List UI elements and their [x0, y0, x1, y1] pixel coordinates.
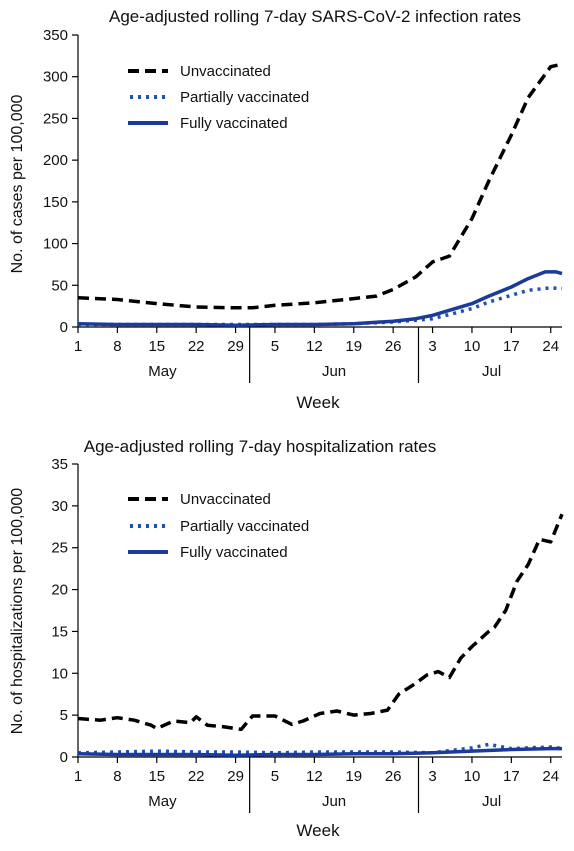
hospitalization-rates-chart: Age-adjusted rolling 7-day hospitalizati… [9, 437, 564, 840]
x-tick-label: 29 [227, 768, 244, 785]
legend: Unvaccinated Partially vaccinated Fully … [128, 63, 309, 132]
x-tick-label: 24 [542, 338, 559, 355]
x-axis-label: Week [296, 393, 340, 412]
y-axis-label: No. of hospitalizations per 100,000 [9, 488, 26, 734]
y-tick-label: 35 [51, 456, 68, 473]
x-tick-label: 17 [503, 768, 520, 785]
legend-label-partially-vaccinated: Partially vaccinated [180, 89, 309, 106]
x-tick-label: 19 [345, 768, 362, 785]
x-tick-label: 19 [345, 338, 362, 355]
hospitalization-rates-chart-panel: Age-adjusted rolling 7-day hospitalizati… [0, 430, 574, 851]
x-tick-label: 26 [385, 338, 402, 355]
x-tick-label: 1 [74, 768, 82, 785]
y-tick-label: 350 [43, 27, 68, 44]
y-tick-label: 50 [51, 277, 68, 294]
series-line-partially-vaccinated [78, 286, 563, 327]
month-label: Jul [482, 793, 501, 810]
y-tick-label: 100 [43, 236, 68, 253]
legend: Unvaccinated Partially vaccinated Fully … [128, 491, 309, 561]
y-tick-label: 30 [51, 498, 68, 515]
y-tick-label: 20 [51, 582, 68, 599]
series-line-unvaccinated [77, 62, 563, 310]
chart-title: Age-adjusted rolling 7-day hospitalizati… [84, 437, 436, 456]
x-tick-label: 3 [428, 768, 436, 785]
legend-label-unvaccinated: Unvaccinated [180, 63, 271, 80]
x-tick-label: 26 [385, 768, 402, 785]
month-label: May [148, 793, 177, 810]
y-tick-label: 0 [60, 319, 68, 336]
x-tick-label: 12 [306, 768, 323, 785]
y-tick-label: 300 [43, 69, 68, 86]
x-tick-label: 15 [148, 768, 165, 785]
x-tick-label: 12 [306, 338, 323, 355]
legend-label-fully-vaccinated: Fully vaccinated [180, 544, 288, 561]
series-line-fully-vaccinated [77, 270, 563, 328]
x-tick-label: 10 [464, 768, 481, 785]
x-tick-label: 22 [188, 338, 205, 355]
x-tick-label: 5 [271, 338, 279, 355]
month-label: Jul [482, 363, 501, 380]
y-tick-label: 15 [51, 623, 68, 640]
y-axis-label: No. of cases per 100,000 [9, 95, 26, 274]
x-tick-label: 1 [74, 338, 82, 355]
x-tick-label: 8 [113, 338, 121, 355]
y-tick-label: 0 [60, 749, 68, 766]
month-label: Jun [322, 363, 346, 380]
y-tick-label: 5 [60, 707, 68, 724]
series-line-fully-vaccinated [77, 746, 562, 758]
chart-title: Age-adjusted rolling 7-day SARS-CoV-2 in… [109, 7, 521, 26]
x-tick-label: 22 [188, 768, 205, 785]
x-tick-label: 29 [227, 338, 244, 355]
month-label: Jun [322, 793, 346, 810]
x-tick-label: 3 [428, 338, 436, 355]
x-tick-label: 10 [464, 338, 481, 355]
y-tick-label: 10 [51, 665, 68, 682]
month-label: May [148, 363, 177, 380]
infection-rates-chart: Age-adjusted rolling 7-day SARS-CoV-2 in… [9, 7, 563, 412]
legend-label-partially-vaccinated: Partially vaccinated [180, 518, 309, 535]
legend-label-fully-vaccinated: Fully vaccinated [180, 115, 288, 132]
x-tick-label: 15 [148, 338, 165, 355]
x-tick-label: 24 [542, 768, 559, 785]
x-tick-label: 8 [113, 768, 121, 785]
x-tick-label: 17 [503, 338, 520, 355]
y-tick-label: 150 [43, 194, 68, 211]
y-tick-label: 250 [43, 110, 68, 127]
series-line-unvaccinated [77, 513, 564, 732]
y-tick-label: 200 [43, 152, 68, 169]
y-tick-label: 25 [51, 540, 68, 557]
x-tick-label: 5 [271, 768, 279, 785]
infection-rates-chart-panel: Age-adjusted rolling 7-day SARS-CoV-2 in… [0, 0, 574, 421]
legend-label-unvaccinated: Unvaccinated [180, 491, 271, 508]
x-axis-label: Week [296, 821, 340, 840]
